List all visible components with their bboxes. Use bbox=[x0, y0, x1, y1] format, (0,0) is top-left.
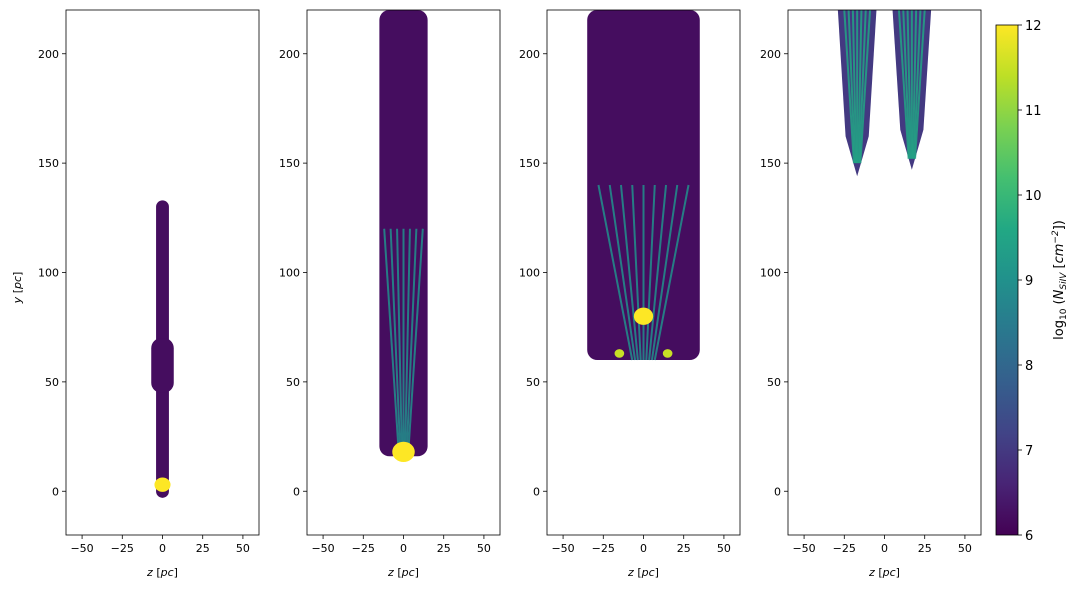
structure-4-3-strand-2 bbox=[847, 10, 857, 164]
structure-3-2-strand-6 bbox=[645, 184, 656, 361]
structure-4-4-strand-1 bbox=[897, 10, 910, 159]
x-tick-label-1-1: −50 bbox=[70, 542, 93, 555]
y-tick-label-4-2: 50 bbox=[767, 376, 781, 389]
structure-2-2-strand-6 bbox=[405, 228, 418, 452]
y-tick-label-4-3: 100 bbox=[760, 267, 781, 280]
x-axis-label-3: z [pc] bbox=[627, 566, 659, 579]
x-tick-label-3-4: 25 bbox=[677, 542, 691, 555]
colorbar-gradient bbox=[996, 25, 1018, 535]
y-tick-label-3-3: 100 bbox=[519, 267, 540, 280]
x-tick-label-1-4: 25 bbox=[196, 542, 210, 555]
structure-3-5 bbox=[662, 349, 673, 358]
structure-3-4 bbox=[614, 349, 625, 358]
colorbar: 6 7 8 9 10 11 12 log10 (NSiIV [cm−2]) bbox=[995, 19, 1069, 544]
y-tick-label-1-2: 50 bbox=[45, 376, 59, 389]
structure-3-2-strand-2 bbox=[608, 184, 637, 361]
y-tick-label-4-1: 0 bbox=[774, 485, 781, 498]
structure-2-2-strand-3 bbox=[396, 228, 403, 452]
y-tick-label-3-2: 50 bbox=[526, 376, 540, 389]
x-tick-label-2-3: 0 bbox=[400, 542, 407, 555]
panel-4-frame bbox=[787, 9, 982, 536]
structure-2-3 bbox=[392, 441, 415, 463]
x-tick-label-4-4: 25 bbox=[918, 542, 932, 555]
y-tick-label-3-4: 150 bbox=[519, 157, 540, 170]
y-tick-label-2-5: 200 bbox=[279, 48, 300, 61]
x-tick-label-1-2: −25 bbox=[111, 542, 134, 555]
panel-4: −50 −25 0 25 50 0 50 100 150 200 z [pc] bbox=[760, 9, 982, 579]
structure-3-3 bbox=[633, 307, 654, 325]
y-tick-label-3-1: 0 bbox=[533, 485, 540, 498]
x-tick-label-3-2: −25 bbox=[592, 542, 615, 555]
colorbar-tick-label-4: 9 bbox=[1025, 274, 1033, 289]
structure-4-4-strand-5 bbox=[911, 10, 918, 159]
structure-2-2-strand-5 bbox=[404, 228, 411, 452]
structure-3-2-strand-4 bbox=[631, 184, 642, 361]
panel-4-image bbox=[837, 10, 932, 177]
y-tick-label-2-1: 0 bbox=[293, 485, 300, 498]
colorbar-tick-label-2: 7 bbox=[1025, 444, 1033, 459]
x-tick-label-3-5: 50 bbox=[717, 542, 731, 555]
y-tick-label-3-5: 200 bbox=[519, 48, 540, 61]
x-tick-label-4-5: 50 bbox=[958, 542, 972, 555]
x-tick-label-4-2: −25 bbox=[833, 542, 856, 555]
y-tick-label-2-2: 50 bbox=[286, 376, 300, 389]
y-tick-label-2-3: 100 bbox=[279, 267, 300, 280]
structure-4-4-strand-2 bbox=[902, 10, 911, 159]
y-tick-label-2-4: 150 bbox=[279, 157, 300, 170]
structure-4-3-strand-3 bbox=[851, 10, 858, 164]
panels-group: −50 −25 0 25 50 0 50 100 150 200 z [pc] y [pc] −50 −2… bbox=[11, 9, 982, 579]
structure-3-2-strand-1 bbox=[597, 184, 634, 361]
structure-4-3-strand-5 bbox=[857, 10, 863, 164]
colorbar-tick-label-6: 11 bbox=[1025, 104, 1042, 119]
structure-2-2-strand-2 bbox=[389, 228, 402, 452]
structure-3-2-strand-9 bbox=[653, 184, 690, 361]
x-tick-label-2-2: −25 bbox=[352, 542, 375, 555]
structure-3-2-strand-7 bbox=[648, 184, 668, 361]
structure-4-3-strand-1 bbox=[843, 10, 855, 164]
x-tick-label-2-5: 50 bbox=[477, 542, 491, 555]
y-tick-label-4-4: 150 bbox=[760, 157, 781, 170]
y-tick-label-4-5: 200 bbox=[760, 48, 781, 61]
structure-2-2-strand-7 bbox=[407, 228, 424, 452]
y-tick-label-1-3: 100 bbox=[38, 267, 59, 280]
colorbar-tick-label-1: 6 bbox=[1025, 529, 1033, 544]
x-tick-label-4-3: 0 bbox=[881, 542, 888, 555]
panel-2-image bbox=[379, 10, 428, 463]
x-tick-label-4-1: −50 bbox=[792, 542, 815, 555]
structure-4-4-strand-7 bbox=[914, 10, 926, 159]
colorbar-tick-label-5: 10 bbox=[1025, 189, 1042, 204]
panel-1-image bbox=[151, 200, 174, 498]
structure-4-4-strand-3 bbox=[906, 10, 912, 159]
y-axis-label: y [pc] bbox=[11, 272, 24, 305]
structure-4-3-strand-6 bbox=[858, 10, 867, 164]
structure-4-4-strand-6 bbox=[912, 10, 922, 159]
colorbar-tick-label-7: 12 bbox=[1025, 19, 1042, 34]
y-tick-label-1-1: 0 bbox=[52, 485, 59, 498]
structure-1-2 bbox=[151, 338, 174, 393]
panel-3-image bbox=[587, 10, 700, 361]
structure-2-2-strand-1 bbox=[383, 228, 400, 452]
colorbar-label: log10 (NSiIV [cm−2]) bbox=[1051, 220, 1069, 340]
structure-4-3-strand-7 bbox=[859, 10, 872, 164]
panel-3: −50 −25 0 25 50 0 50 100 150 200 z [pc] bbox=[519, 9, 741, 579]
y-tick-label-1-4: 150 bbox=[38, 157, 59, 170]
x-axis-label-4: z [pc] bbox=[868, 566, 900, 579]
x-axis-label-2: z [pc] bbox=[387, 566, 419, 579]
structure-1-3 bbox=[154, 477, 171, 492]
x-tick-label-1-3: 0 bbox=[159, 542, 166, 555]
y-tick-label-1-5: 200 bbox=[38, 48, 59, 61]
x-tick-label-1-5: 50 bbox=[236, 542, 250, 555]
x-tick-label-3-3: 0 bbox=[640, 542, 647, 555]
structure-3-2-strand-8 bbox=[650, 184, 679, 361]
x-tick-label-2-4: 25 bbox=[437, 542, 451, 555]
panel-2: −50 −25 0 25 50 0 50 100 150 200 z [pc] bbox=[279, 9, 501, 579]
structure-3-2-strand-3 bbox=[619, 184, 639, 361]
x-tick-label-3-1: −50 bbox=[551, 542, 574, 555]
x-axis-label-1: z [pc] bbox=[146, 566, 178, 579]
colorbar-tick-label-3: 8 bbox=[1025, 359, 1033, 374]
panel-1: −50 −25 0 25 50 0 50 100 150 200 z [pc] y [pc] bbox=[11, 9, 260, 579]
x-tick-label-2-1: −50 bbox=[311, 542, 334, 555]
